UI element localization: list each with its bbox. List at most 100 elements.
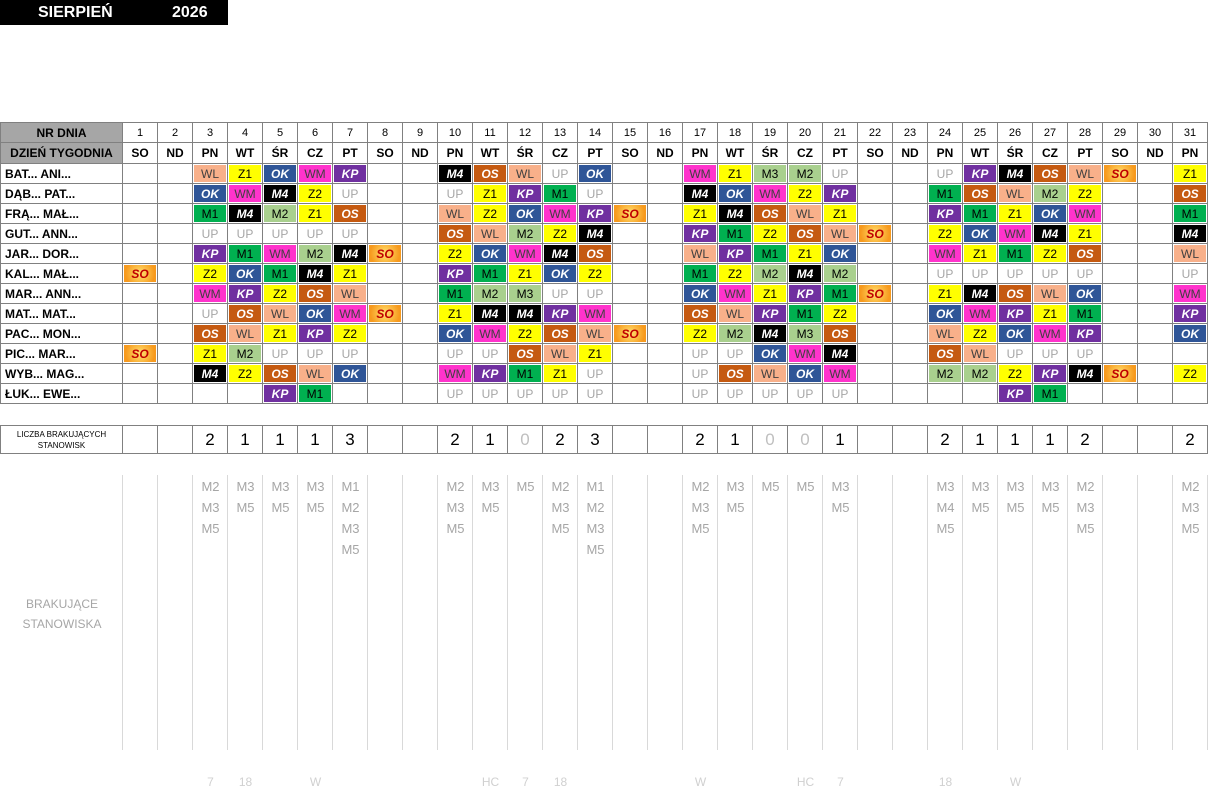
shift-code: OK: [194, 185, 226, 202]
column-divider: [927, 475, 928, 750]
shift-cell: [193, 224, 228, 244]
shift-cell: [613, 244, 648, 264]
shift-cell: [683, 284, 718, 304]
shift-cell: [753, 264, 788, 284]
shift-cell: [298, 264, 333, 284]
shift-cell: [403, 204, 438, 224]
shift-cell: [333, 284, 368, 304]
shift-code: OS: [334, 205, 366, 222]
shift-code: M1: [719, 225, 751, 242]
shift-cell: [998, 164, 1033, 184]
missing-station: M3: [831, 479, 850, 494]
shift-cell: [543, 204, 578, 224]
shift-cell: [1068, 164, 1103, 184]
shift-code: UP: [999, 265, 1031, 282]
shift-code: OS: [579, 245, 611, 262]
shift-cell: [158, 264, 193, 284]
shift-cell: [158, 164, 193, 184]
shift-cell: [963, 304, 998, 324]
shift-cell: [123, 244, 158, 264]
missing-station: M5: [831, 500, 850, 515]
shift-code: UP: [579, 185, 611, 202]
shift-cell: [753, 384, 788, 404]
shift-code: WL: [1034, 285, 1066, 302]
shift-cell: [788, 384, 823, 404]
shift-cell: [263, 164, 298, 184]
column-divider: [332, 475, 333, 750]
missing-station: M3: [306, 479, 325, 494]
missing-count: [158, 425, 193, 454]
shift-cell: [368, 364, 403, 384]
day-number: 8: [368, 122, 403, 143]
column-divider: [542, 475, 543, 750]
shift-cell: [123, 344, 158, 364]
shift-code: M1: [474, 265, 506, 282]
shift-cell: [648, 224, 683, 244]
shift-cell: [1033, 184, 1068, 204]
shift-code: OS: [229, 305, 261, 322]
shift-code: OK: [999, 325, 1031, 342]
shift-cell: [648, 164, 683, 184]
shift-cell: [858, 364, 893, 384]
shift-code: Z1: [684, 205, 716, 222]
shift-cell: [718, 284, 753, 304]
shift-cell: [893, 264, 928, 284]
shift-cell: [1033, 264, 1068, 284]
missing-station: M3: [481, 479, 500, 494]
missing-station: M2: [446, 479, 465, 494]
missing-station: M5: [271, 500, 290, 515]
column-divider: [1172, 475, 1173, 750]
weekday: ND: [158, 143, 193, 164]
shift-cell: [228, 364, 263, 384]
missing-count: 1: [963, 425, 998, 454]
shift-code: UP: [929, 165, 961, 182]
shift-cell: [543, 324, 578, 344]
shift-cell: [438, 364, 473, 384]
shift-code: OS: [474, 165, 506, 182]
shift-code: WM: [964, 305, 996, 322]
shift-cell: [438, 324, 473, 344]
shift-code: WM: [334, 305, 366, 322]
shift-code: WL: [789, 205, 821, 222]
shift-code: KP: [1069, 325, 1101, 342]
day-number: 4: [228, 122, 263, 143]
shift-code: UP: [439, 185, 471, 202]
shift-cell: [543, 164, 578, 184]
shift-cell: [963, 184, 998, 204]
shift-code: UP: [719, 385, 751, 402]
missing-station: M3: [691, 500, 710, 515]
shift-cell: [648, 284, 683, 304]
shift-cell: [753, 344, 788, 364]
shift-code: Z1: [509, 265, 541, 282]
shift-cell: [368, 344, 403, 364]
shift-cell: [403, 344, 438, 364]
footer-note: W: [694, 775, 707, 788]
shift-code: UP: [1069, 265, 1101, 282]
shift-code: WL: [1174, 245, 1206, 262]
missing-station: M5: [306, 500, 325, 515]
employee-name: JAR... DOR...: [0, 244, 123, 264]
missing-station: M3: [341, 521, 360, 536]
day-number: 17: [683, 122, 718, 143]
shift-code: WL: [474, 225, 506, 242]
day-number: 25: [963, 122, 998, 143]
column-divider: [997, 475, 998, 750]
weekday: CZ: [543, 143, 578, 164]
shift-code: UP: [299, 345, 331, 362]
shift-cell: [1103, 204, 1138, 224]
shift-cell: [893, 184, 928, 204]
missing-station: M3: [1041, 479, 1060, 494]
shift-cell: [1033, 344, 1068, 364]
shift-code: UP: [579, 385, 611, 402]
shift-cell: [1068, 224, 1103, 244]
missing-station: M2: [1076, 479, 1095, 494]
shift-code: OK: [334, 365, 366, 382]
shift-code: OS: [544, 325, 576, 342]
shift-cell: [1103, 264, 1138, 284]
column-divider: [892, 475, 893, 750]
shift-code: OS: [719, 365, 751, 382]
shift-code: WL: [334, 285, 366, 302]
missing-station: M3: [971, 479, 990, 494]
shift-cell: [158, 384, 193, 404]
shift-cell: [508, 304, 543, 324]
